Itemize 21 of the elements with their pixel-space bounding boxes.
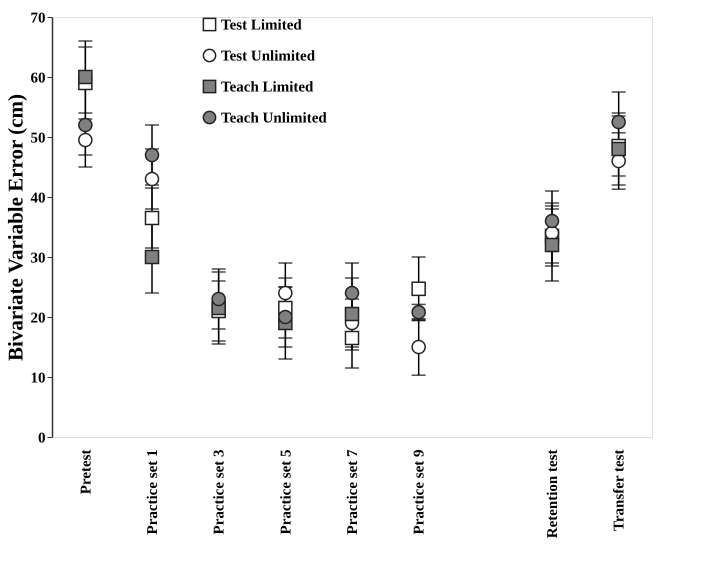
y-tick-label: 10 — [30, 370, 46, 386]
y-tick-label: 60 — [30, 70, 46, 86]
y-tick-label: 40 — [30, 190, 46, 206]
y-tick-label: 50 — [30, 130, 46, 146]
y-axis-title: Bivariate Variable Error (cm) — [4, 94, 28, 361]
y-tick-label: 30 — [30, 250, 46, 266]
x-tick-label: Retention test — [545, 450, 561, 538]
x-tick-label: Practice set 3 — [212, 450, 228, 534]
x-tick-label: Transfer test — [612, 450, 628, 532]
legend-label: Test Unlimited — [221, 48, 316, 64]
legend-label: Test Limited — [221, 18, 302, 34]
y-tick-label: 20 — [30, 310, 46, 326]
x-tick-label: Practice set 1 — [145, 450, 161, 534]
legend-label: Teach Limited — [221, 80, 314, 96]
x-tick-label: Practice set 9 — [412, 450, 428, 534]
y-tick-label: 70 — [30, 10, 46, 26]
x-tick-label: Practice set 7 — [345, 449, 361, 534]
y-tick-label: 0 — [38, 430, 46, 446]
x-tick-label: Practice set 5 — [278, 450, 294, 534]
x-tick-label: Pretest — [78, 450, 94, 494]
legend-label: Teach Unlimited — [221, 110, 328, 126]
